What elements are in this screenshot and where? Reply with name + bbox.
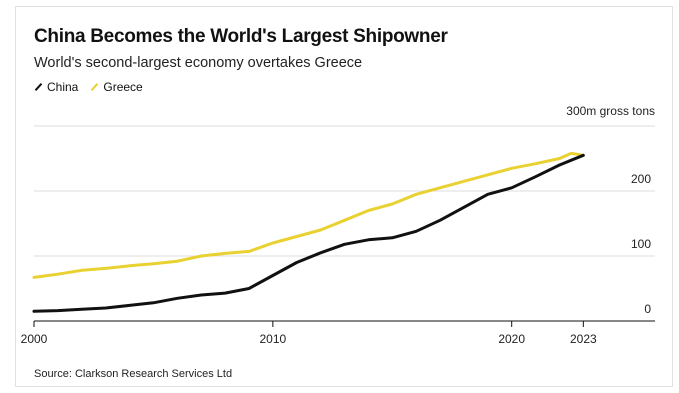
series-line-china <box>32 153 585 313</box>
legend-item-greece: Greece <box>90 80 143 94</box>
x-tick-label-2010: 2010 <box>259 332 286 346</box>
y-tick-label-100: 100 <box>631 237 651 251</box>
y-tick-label-0: 0 <box>644 302 651 316</box>
chart-title: China Becomes the World's Largest Shipow… <box>34 26 448 47</box>
x-tick-label-2020: 2020 <box>498 332 525 346</box>
chart-legend: China Greece <box>34 80 143 94</box>
source-note: Source: Clarkson Research Services Ltd <box>34 368 233 380</box>
series-line-greece <box>32 151 585 279</box>
chart-subtitle: World's second-largest economy overtakes… <box>34 55 363 71</box>
chart-frame <box>15 6 673 387</box>
legend-label-china: China <box>47 80 79 94</box>
x-tick-label-2023: 2023 <box>570 332 597 346</box>
y-tick-label-200: 200 <box>631 172 651 186</box>
legend-item-china: China <box>34 80 78 94</box>
x-tick-label-2000: 2000 <box>21 332 48 346</box>
legend-label-greece: Greece <box>103 80 143 94</box>
y-axis-label: 300m gross tons <box>566 104 655 118</box>
